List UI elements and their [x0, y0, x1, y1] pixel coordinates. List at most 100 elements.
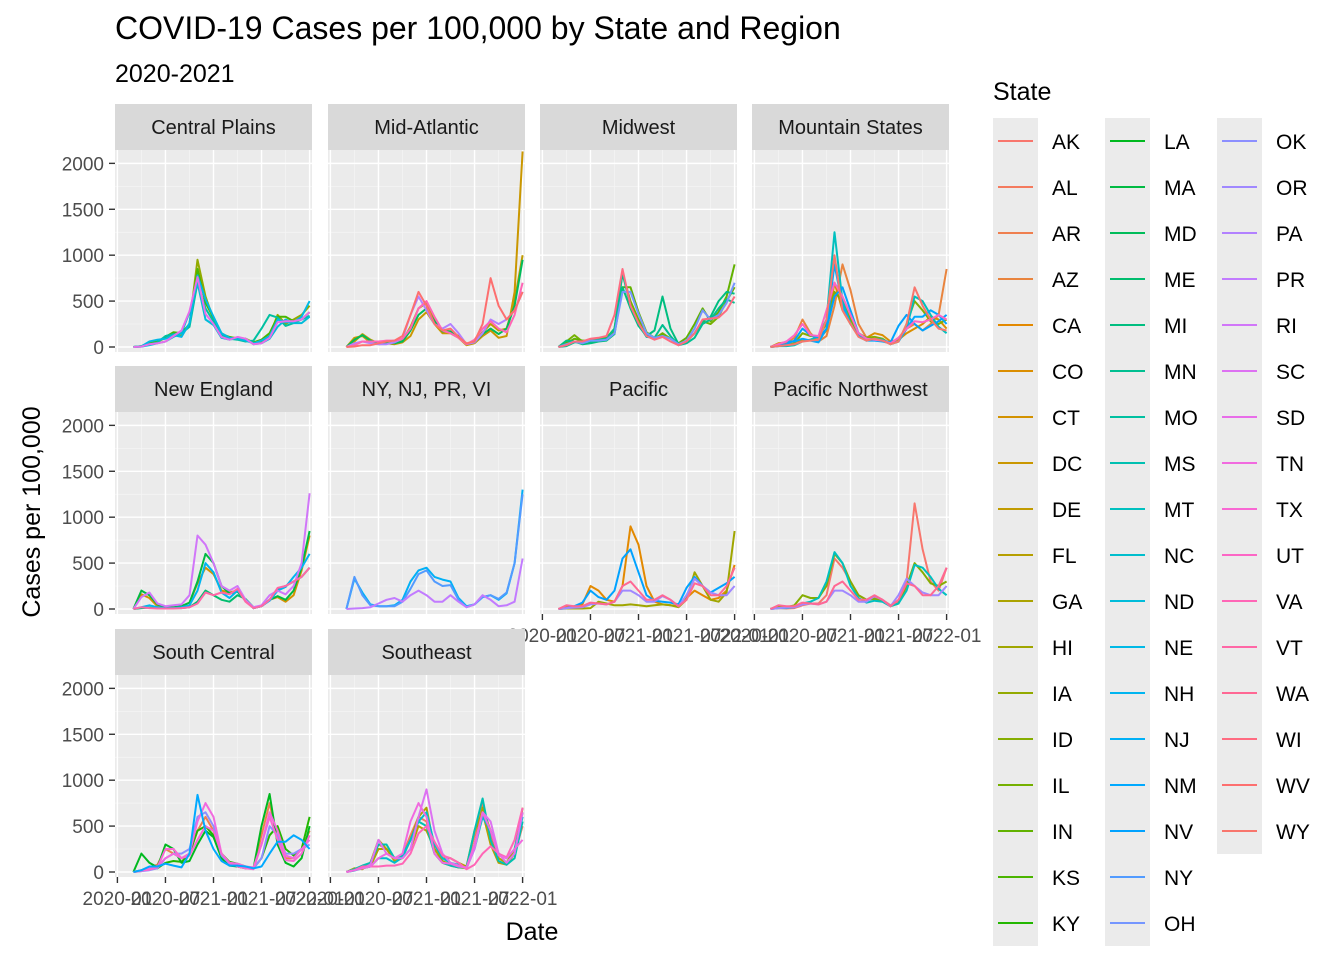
facet-strip [752, 104, 949, 150]
facet-strip-label: Pacific [609, 379, 668, 401]
series-line-wv [346, 277, 524, 348]
legend-item-il: IL [993, 762, 1070, 808]
legend-item-nv: NV [1105, 808, 1193, 854]
legend-item-ak: AK [993, 118, 1080, 164]
legend-item-pr: PR [1217, 256, 1305, 302]
legend-label: MI [1164, 315, 1187, 338]
series-line-pr [346, 558, 524, 610]
legend-label: MA [1164, 177, 1196, 200]
legend-item-mi: MI [1105, 302, 1187, 348]
x-tick-label: 2020-01 [720, 626, 790, 647]
facet-strip-label: South Central [152, 642, 274, 664]
legend-item-la: LA [1105, 118, 1190, 164]
legend-label: UT [1276, 545, 1304, 568]
legend-item-co: CO [993, 348, 1084, 394]
legend-item-az: AZ [993, 256, 1079, 302]
legend-item-id: ID [993, 716, 1073, 762]
legend-item-sd: SD [1217, 394, 1305, 440]
series-line-sc [346, 788, 524, 873]
x-tick-label: 2021-01 [816, 626, 886, 647]
series-line-wa [557, 567, 736, 610]
legend-item-ok: OK [1217, 118, 1306, 164]
legend-label: TX [1276, 499, 1303, 522]
series-line-ny [345, 494, 524, 610]
legend-item-fl: FL [993, 532, 1077, 578]
legend-item-ct: CT [993, 394, 1080, 440]
legend-label: DC [1052, 453, 1082, 476]
x-tick-label: 2021-07 [864, 626, 934, 647]
y-tick-label: 0 [93, 338, 104, 359]
y-tick-label: 0 [93, 863, 104, 884]
legend-label: WV [1276, 775, 1310, 798]
legend: State AK AL AR AZ CA CO CT DC DE FL GA HI IA ID IL IN KS… [993, 78, 1310, 946]
x-tick-label: 2021-01 [392, 889, 462, 910]
legend-item-al: AL [993, 164, 1078, 210]
series-line-ne [133, 274, 311, 348]
legend-label: TN [1276, 453, 1304, 476]
legend-label: WA [1276, 683, 1309, 706]
facet-panel: Midwest [540, 104, 737, 352]
legend-item-ny: NY [1105, 854, 1193, 900]
x-tick-label: 2020-07 [556, 626, 626, 647]
series-line-ri [132, 493, 311, 610]
legend-label: OH [1164, 913, 1196, 936]
x-tick-label: 2020-07 [344, 889, 414, 910]
y-tick-label: 500 [72, 554, 104, 575]
legend-label: DE [1052, 499, 1081, 522]
legend-item-ut: UT [1217, 532, 1304, 578]
facet-strip-label: Central Plains [151, 117, 276, 139]
x-tick-label: 2020-01 [83, 889, 153, 910]
legend-item-ia: IA [993, 670, 1072, 716]
legend-item-wi: WI [1217, 716, 1302, 762]
legend-item-mo: MO [1105, 394, 1198, 440]
legend-label: NJ [1164, 729, 1190, 752]
series-line-tx [133, 815, 311, 873]
facet-strip-label: Mid-Atlantic [374, 117, 478, 139]
legend-item-oh: OH [1105, 900, 1196, 946]
legend-item-nc: NC [1105, 532, 1194, 578]
facet-strip-label: Mountain States [778, 117, 923, 139]
legend-label: MD [1164, 223, 1197, 246]
series-line-wa [769, 567, 948, 610]
facet-strip [115, 366, 312, 412]
series-line-ut [770, 281, 948, 348]
facet-panel: Southeast 2020-012020-072021-012021-07202… [296, 629, 557, 910]
legend-item-nm: NM [1105, 762, 1197, 808]
legend-item-nj: NJ [1105, 716, 1190, 762]
legend-item-hi: HI [993, 624, 1073, 670]
series-line-hi [558, 530, 736, 610]
legend-label: NY [1164, 867, 1193, 890]
series-line-la [132, 793, 311, 873]
facet-strip [328, 629, 525, 675]
legend-label: AL [1052, 177, 1078, 200]
facet-strip [115, 629, 312, 675]
facet-panel: South Central 0 500 1000 1500 2000 2020-012020… [62, 629, 344, 910]
x-tick-label: 2020-01 [296, 889, 366, 910]
series-line-va [346, 282, 524, 348]
facet-strip [752, 366, 949, 412]
facet-panel: Mid-Atlantic [328, 104, 525, 352]
series-line-sd [133, 276, 311, 348]
y-tick-label: 1000 [62, 508, 104, 529]
legend-label: SC [1276, 361, 1305, 384]
legend-label: NE [1164, 637, 1193, 660]
legend-label: GA [1052, 591, 1082, 614]
legend-item-ms: MS [1105, 440, 1196, 486]
facet-strip-label: New England [154, 379, 273, 401]
facet-strip-label: NY, NJ, PR, VI [362, 379, 492, 401]
y-tick-label: 1500 [62, 462, 104, 483]
legend-label: WI [1276, 729, 1302, 752]
legend-item-pa: PA [1217, 210, 1302, 256]
series-line-wi [558, 268, 736, 348]
legend-label: ND [1164, 591, 1194, 614]
legend-label: HI [1052, 637, 1073, 660]
x-tick-label: 2020-07 [131, 889, 201, 910]
legend-item-nh: NH [1105, 670, 1194, 716]
legend-label: AZ [1052, 269, 1079, 292]
legend-label: WY [1276, 821, 1310, 844]
legend-label: OK [1276, 131, 1306, 154]
legend-item-ne: NE [1105, 624, 1193, 670]
legend-item-mn: MN [1105, 348, 1197, 394]
legend-label: PR [1276, 269, 1305, 292]
